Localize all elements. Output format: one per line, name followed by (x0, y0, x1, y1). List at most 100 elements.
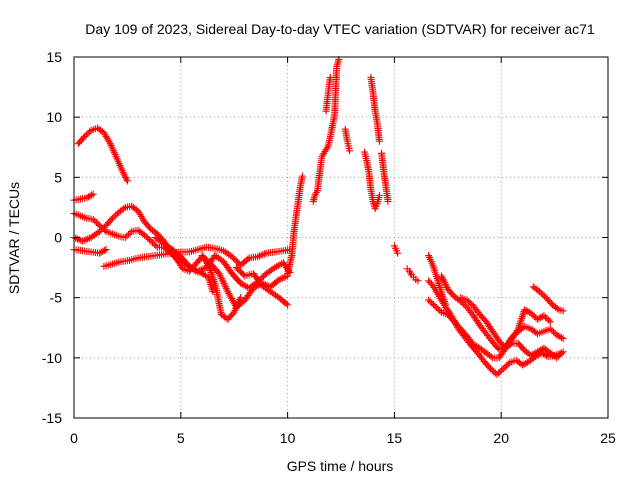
data-point (82, 131, 90, 139)
data-point (121, 172, 129, 180)
data-point (121, 234, 129, 241)
data-point (414, 277, 422, 285)
data-point (516, 320, 524, 328)
data-point (496, 368, 504, 376)
chart-title: Day 109 of 2023, Sidereal Day-to-day VTE… (85, 21, 595, 37)
data-point (546, 325, 554, 333)
data-point (326, 73, 334, 81)
data-point (519, 311, 527, 319)
data-point (120, 205, 128, 213)
data-point (255, 252, 263, 260)
data-point (441, 279, 449, 287)
data-point (196, 266, 204, 274)
data-point (92, 218, 100, 226)
data-point (558, 349, 566, 357)
data-point (216, 271, 224, 279)
data-point (88, 191, 96, 199)
data-point (540, 292, 548, 300)
data-point (437, 289, 445, 297)
data-point (219, 278, 227, 286)
data-point (94, 220, 102, 228)
data-point (542, 313, 550, 321)
y-tick-label: 10 (46, 109, 62, 125)
y-tick-label: -10 (42, 350, 62, 366)
data-point (553, 354, 561, 362)
data-point (99, 224, 107, 232)
data-point (96, 221, 104, 229)
data-point (299, 172, 307, 180)
data-point (514, 325, 522, 333)
data-point (428, 299, 436, 307)
data-point (89, 190, 97, 198)
data-point (394, 249, 402, 257)
data-point (123, 175, 131, 183)
series-track-u (437, 272, 567, 353)
x-tick-label: 20 (493, 430, 509, 446)
data-point (100, 246, 108, 254)
data-point (460, 300, 468, 308)
data-point (518, 314, 526, 322)
data-point (82, 236, 90, 244)
series-track-s (425, 277, 565, 379)
x-tick-label: 5 (177, 430, 185, 446)
data-point (436, 307, 444, 315)
grid-lines (74, 57, 608, 418)
data-point (517, 316, 525, 324)
data-point (89, 215, 97, 223)
data-point (538, 313, 546, 321)
data-point (261, 250, 269, 258)
series-track-w (457, 294, 554, 352)
data-point (432, 271, 440, 279)
data-point (468, 301, 476, 309)
data-point (466, 299, 474, 307)
data-point (79, 237, 87, 245)
data-point (123, 177, 131, 185)
data-point (493, 371, 501, 379)
data-point (96, 227, 104, 235)
data-point (559, 335, 567, 343)
data-point (487, 353, 495, 361)
data-point (501, 363, 509, 371)
data-point (536, 288, 544, 296)
data-point (515, 321, 523, 329)
series-track-v (425, 252, 450, 309)
data-point (556, 351, 564, 359)
data-point (275, 276, 283, 284)
data-point (440, 277, 448, 285)
data-point (431, 302, 439, 310)
plot-frame (73, 56, 609, 419)
data-point (217, 273, 225, 281)
data-point (222, 284, 230, 292)
x-tick-label: 25 (600, 430, 616, 446)
y-tick-label: -5 (50, 290, 63, 306)
data-point (102, 246, 110, 254)
data-point (282, 300, 290, 308)
data-point (441, 299, 449, 307)
data-point (197, 266, 205, 274)
series-track-k (309, 55, 343, 205)
data-point (546, 318, 554, 326)
data-point (112, 211, 120, 219)
data-point (545, 316, 553, 324)
data-point (145, 236, 153, 244)
data-point (441, 280, 449, 288)
data-point (518, 313, 526, 321)
data-point (503, 362, 511, 370)
data-point (434, 305, 442, 313)
data-point (375, 137, 383, 145)
data-point (85, 128, 93, 136)
data-point (550, 328, 558, 336)
data-point (431, 269, 439, 277)
data-point (406, 269, 414, 277)
data-point (126, 229, 134, 237)
data-point (558, 334, 566, 342)
data-point (431, 267, 439, 275)
data-point (439, 275, 447, 283)
data-point (144, 234, 152, 242)
data-point (97, 226, 105, 234)
series-track-p (378, 149, 392, 205)
data-point (221, 281, 229, 289)
y-tick-label: 15 (46, 49, 62, 65)
data-point (215, 270, 223, 278)
series-track-o (367, 73, 383, 145)
